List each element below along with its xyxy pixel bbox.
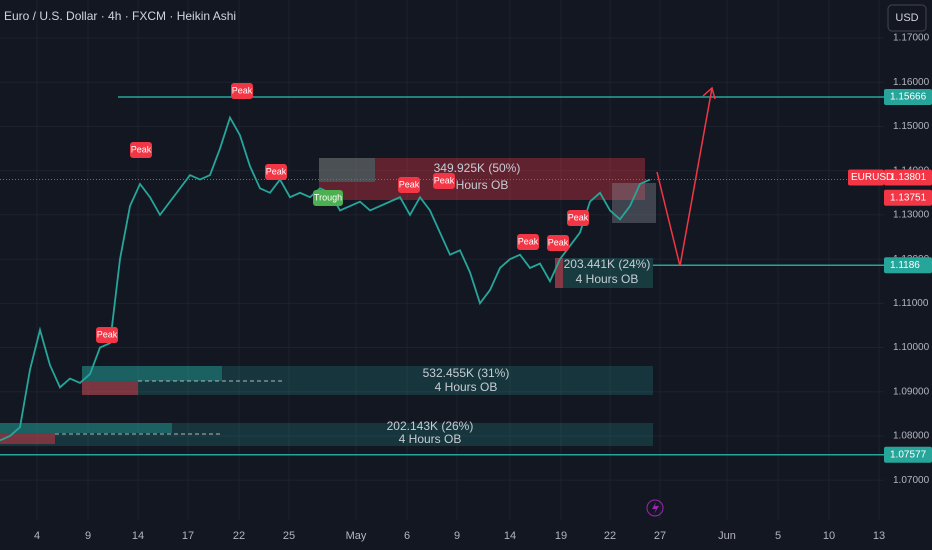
price-line-label: 1.15666	[890, 92, 927, 103]
arrow-head	[702, 86, 716, 100]
ob-volume: 203.441K (24%)	[564, 257, 651, 271]
trough-tag	[313, 190, 343, 206]
y-tick-label: 1.09000	[893, 386, 930, 397]
x-tick-label: 14	[132, 530, 144, 542]
ob-zone	[555, 258, 563, 288]
peak-text: Peak	[97, 329, 118, 339]
y-tick-label: 1.11000	[893, 298, 929, 309]
x-tick-label: May	[346, 530, 367, 542]
ob-zone	[319, 158, 375, 182]
x-tick-label: 4	[34, 530, 40, 542]
x-tick-label: 9	[85, 530, 91, 542]
ob-volume: 202.143K (26%)	[387, 419, 474, 433]
ob-zone	[555, 258, 653, 288]
projection-arrow	[656, 87, 713, 267]
symbol-tag: EURUSD	[851, 172, 893, 183]
y-tick-label: 1.10000	[893, 342, 930, 353]
peak-tag	[433, 173, 455, 189]
last-price-label-bg	[884, 169, 932, 186]
peak-tag	[130, 142, 152, 158]
price-line-label-bg	[884, 446, 932, 463]
trough-text: Trough	[314, 192, 342, 202]
x-tick-label: 22	[233, 530, 245, 542]
y-tick-label: 1.07000	[893, 475, 930, 486]
price-line-label-bg	[884, 89, 932, 106]
peak-text: Peak	[518, 236, 539, 246]
peak-tag	[398, 177, 420, 193]
x-tick-label: 17	[182, 530, 194, 542]
x-tick-label: 5	[775, 530, 781, 542]
peak-text: Peak	[131, 144, 152, 154]
ob-zone	[319, 158, 645, 200]
symbol-tag-bg	[848, 169, 884, 186]
ob-label: 4 Hours OB	[576, 272, 639, 286]
peak-tag	[517, 234, 539, 250]
price-line-label-bg	[884, 257, 932, 274]
annotations: Peak Peak Peak Peak Peak Peak Peak Peak …	[96, 83, 589, 343]
y-tick-label: 1.13000	[893, 210, 930, 221]
peak-tag	[547, 235, 569, 251]
x-tick-label: 10	[823, 530, 835, 542]
ob-zone	[0, 433, 55, 444]
prev-price-label: 1.13751	[890, 192, 927, 203]
ob-zone	[0, 423, 653, 446]
event-bolt	[652, 502, 659, 514]
x-tick-label: 19	[555, 530, 567, 542]
peak-tag	[265, 164, 287, 180]
ob-zone	[0, 423, 172, 433]
x-tick-label: 9	[454, 530, 460, 542]
price-line-label: 1.1186	[890, 260, 920, 271]
ob-volume: 349.925K (50%)	[434, 161, 521, 175]
order-blocks: 349.925K (50%) 4 Hours OB 532.455K (31%)…	[0, 158, 656, 446]
last-price-label: 1.13801	[890, 172, 927, 183]
price-line-label: 1.07577	[890, 449, 927, 460]
y-tick-label: 1.16000	[893, 77, 930, 88]
peak-text: Peak	[548, 237, 569, 247]
y-tick-label: 1.17000	[893, 33, 930, 44]
y-axis: 1.070001.080001.090001.100001.110001.120…	[848, 33, 932, 486]
ob-label: 4 Hours OB	[446, 178, 509, 192]
peak-tag	[567, 210, 589, 226]
highlight-box	[612, 183, 656, 223]
x-tick-label: 22	[604, 530, 616, 542]
currency-button[interactable]	[887, 4, 927, 32]
x-tick-label: 6	[404, 530, 410, 542]
peak-text: Peak	[266, 166, 287, 176]
currency-label[interactable]: USD	[895, 12, 918, 24]
ob-volume: 532.455K (31%)	[423, 366, 510, 380]
chart-title: Euro / U.S. Dollar · 4h · FXCM · Heikin …	[4, 9, 236, 23]
x-tick-label: 27	[654, 530, 666, 542]
x-tick-label: 14	[504, 530, 516, 542]
peak-tag	[96, 327, 118, 343]
y-tick-label: 1.15000	[893, 121, 930, 132]
peak-text: Peak	[399, 179, 420, 189]
x-tick-label: Jun	[718, 530, 736, 542]
x-tick-label: 25	[283, 530, 295, 542]
peak-text: Peak	[232, 85, 253, 95]
peak-tag	[231, 83, 253, 99]
ob-zone	[82, 366, 653, 395]
peak-text: Peak	[434, 175, 455, 185]
x-axis: 4 9 14 17 22 25 May 6 9 14 19 22 27 Jun 5 10 13	[34, 530, 885, 542]
y-tick-label: 1.08000	[893, 431, 930, 442]
peak-text: Peak	[568, 212, 589, 222]
x-tick-label: 13	[873, 530, 885, 542]
ob-zone	[82, 366, 222, 381]
ob-label: 4 Hours OB	[399, 432, 462, 446]
ob-label: 4 Hours OB	[435, 380, 498, 394]
ob-zone	[82, 381, 138, 395]
prev-price-label-bg	[884, 189, 932, 206]
event-icon	[646, 499, 664, 517]
